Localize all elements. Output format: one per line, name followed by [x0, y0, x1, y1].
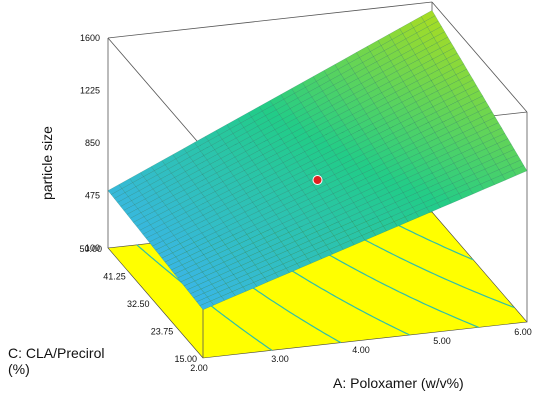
- frame-edge-7: [107, 37, 204, 149]
- frame-edge-5: [107, 1, 433, 39]
- x-tick-label: 3.00: [271, 354, 289, 364]
- y-tick-label: 41.25: [103, 272, 126, 282]
- x-axis-label: A: Poloxamer (w/v%): [333, 375, 464, 391]
- design-point-marker: [312, 175, 323, 185]
- z-tick-label: 1225: [80, 86, 100, 96]
- y-tick-label: 32.50: [127, 299, 150, 309]
- y-tick-label: 23.75: [151, 327, 174, 337]
- surface-cell: [512, 165, 528, 176]
- y-axis-label: C: CLA/Precirol (%): [8, 345, 104, 377]
- z-tick-label: 1600: [80, 33, 100, 43]
- y-tick-label: 15.00: [174, 354, 197, 364]
- x-tick-label: 5.00: [433, 336, 451, 346]
- x-tick-label: 2.00: [190, 363, 208, 373]
- frame-edge-6: [431, 1, 528, 113]
- z-tick-label: 475: [85, 191, 100, 201]
- z-tick-label: 850: [85, 138, 100, 148]
- z-axis-label: particle size: [39, 126, 55, 200]
- x-tick-label: 4.00: [352, 345, 370, 355]
- y-axis-label-line: (%): [8, 361, 30, 377]
- y-tick-label: 50.00: [79, 244, 102, 254]
- x-tick-label: 6.00: [514, 327, 532, 337]
- z-tick-label: 100: [85, 243, 100, 253]
- y-axis-label-line: C: CLA/Precirol: [8, 345, 104, 361]
